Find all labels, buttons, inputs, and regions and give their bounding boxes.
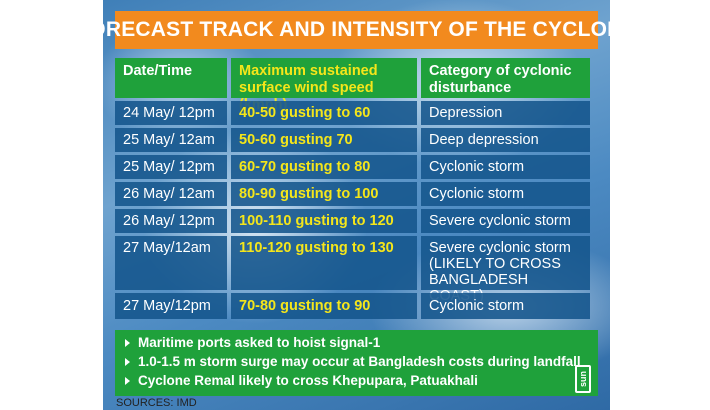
row-category: Severe cyclonic storm (LIKELY TO CROSS B… (421, 236, 590, 304)
row-category: Deep depression (421, 128, 590, 152)
row-wind-speed: 80-90 gusting to 100 (231, 182, 417, 206)
row-category: Cyclonic storm (421, 182, 590, 206)
row-wind-speed: 70-80 gusting to 90 (231, 293, 417, 319)
row-wind-speed: 60-70 gusting to 80 (231, 155, 417, 179)
source-credit: SOURCES: IMD (116, 397, 197, 409)
table-row: 26 May/ 12am 80-90 gusting to 100 Cyclon… (115, 182, 590, 206)
row-date-time: 26 May/ 12pm (115, 209, 227, 233)
row-wind-speed: 50-60 gusting 70 (231, 128, 417, 152)
triangle-bullet-icon (125, 357, 130, 366)
publisher-logo: sun (575, 365, 591, 393)
row-wind-speed: 100-110 gusting to 120 (231, 209, 417, 233)
table-row: 25 May/ 12pm 60-70 gusting to 80 Cycloni… (115, 155, 590, 179)
row-category: Cyclonic storm (421, 293, 590, 319)
infographic-panel: FORECAST TRACK AND INTENSITY OF THE CYCL… (103, 0, 610, 410)
row-date-time: 25 May/ 12am (115, 128, 227, 152)
note-text: Maritime ports asked to hoist signal-1 (138, 335, 381, 350)
row-category: Severe cyclonic storm (421, 209, 590, 233)
row-date-time: 27 May/12pm (115, 293, 227, 319)
table-row: 25 May/ 12am 50-60 gusting 70 Deep depre… (115, 128, 590, 152)
note-text: Cyclone Remal likely to cross Khepupara,… (138, 373, 478, 388)
row-date-time: 27 May/12am (115, 236, 227, 290)
note-item: Cyclone Remal likely to cross Khepupara,… (125, 373, 478, 388)
triangle-bullet-icon (125, 338, 130, 347)
header-category: Category of cyclonic disturbance (421, 58, 590, 98)
triangle-bullet-icon (125, 376, 130, 385)
table-row: 24 May/ 12pm 40-50 gusting to 60 Depress… (115, 101, 590, 125)
note-text: 1.0-1.5 m storm surge may occur at Bangl… (138, 354, 581, 369)
row-category: Depression (421, 101, 590, 125)
row-category: Cyclonic storm (421, 155, 590, 179)
note-item: 1.0-1.5 m storm surge may occur at Bangl… (125, 354, 581, 369)
row-wind-speed: 40-50 gusting to 60 (231, 101, 417, 125)
table-row: 27 May/12pm 70-80 gusting to 90 Cyclonic… (115, 293, 590, 319)
note-item: Maritime ports asked to hoist signal-1 (125, 335, 380, 350)
header-date-time: Date/Time (115, 58, 227, 98)
header-wind-speed: Maximum sustained surface wind speed (km… (231, 58, 417, 113)
row-date-time: 24 May/ 12pm (115, 101, 227, 125)
infographic-title: FORECAST TRACK AND INTENSITY OF THE CYCL… (103, 18, 610, 41)
title-bar: FORECAST TRACK AND INTENSITY OF THE CYCL… (103, 11, 610, 49)
table-row: 27 May/12am 110-120 gusting to 130 Sever… (115, 236, 590, 304)
row-date-time: 26 May/ 12am (115, 182, 227, 206)
row-date-time: 25 May/ 12pm (115, 155, 227, 179)
table-row: 26 May/ 12pm 100-110 gusting to 120 Seve… (115, 209, 590, 233)
row-wind-speed: 110-120 gusting to 130 (231, 236, 417, 290)
table-header-row: Date/Time Maximum sustained surface wind… (115, 58, 590, 113)
notes-box: Maritime ports asked to hoist signal-1 1… (115, 330, 598, 396)
